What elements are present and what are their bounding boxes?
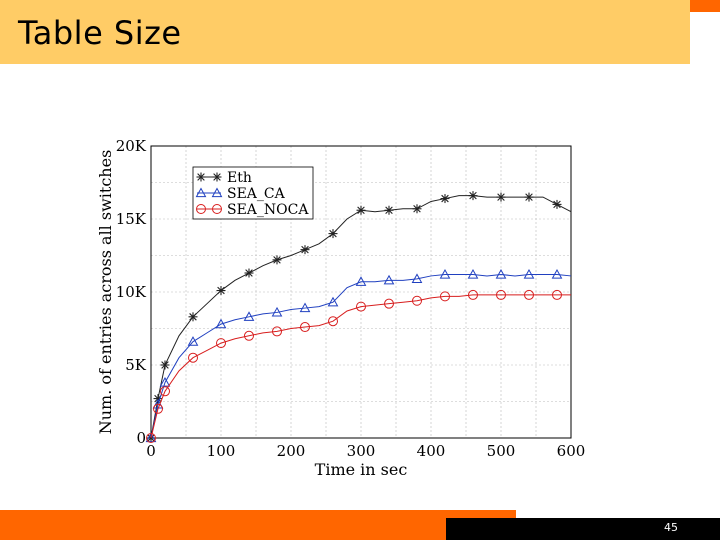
data-point [384, 298, 394, 309]
data-point [160, 386, 170, 397]
data-point [160, 360, 170, 370]
y-tick-label: 15K [116, 210, 147, 228]
data-point [216, 338, 226, 349]
data-point [440, 194, 450, 204]
data-point [384, 205, 394, 215]
data-point [300, 322, 310, 333]
series-group [145, 191, 572, 443]
series-eth [146, 191, 572, 443]
data-point [215, 318, 227, 329]
x-tick-label: 500 [487, 442, 516, 460]
data-point [327, 296, 339, 307]
data-point [468, 191, 478, 201]
legend-label: SEA_CA [227, 186, 286, 202]
line-chart: 0 100 200 300 400 500 600 0 5K 10K 15K 20K EthSEA_C… [96, 137, 586, 479]
data-point [243, 311, 255, 321]
data-point [383, 274, 395, 285]
data-point [271, 306, 283, 317]
page-number: 45 [664, 521, 678, 534]
data-point [146, 433, 156, 443]
data-point [300, 245, 310, 255]
data-point [355, 276, 367, 286]
data-point [188, 312, 198, 322]
data-point [244, 268, 254, 278]
data-point [468, 289, 478, 300]
y-tick-label: 20K [116, 137, 147, 155]
data-point [524, 289, 534, 300]
data-point [440, 291, 450, 302]
data-point [216, 286, 226, 296]
y-tick-label: 10K [116, 283, 147, 301]
y-axis-label: Num. of entries across all switches [96, 150, 115, 435]
x-tick-label: 0 [146, 442, 156, 460]
data-point [523, 268, 535, 279]
x-tick-label: 400 [417, 442, 446, 460]
data-point [188, 352, 198, 363]
data-point [356, 205, 366, 215]
data-point [195, 187, 207, 198]
data-point [244, 330, 254, 341]
footer-bar [446, 518, 720, 540]
data-point [496, 192, 506, 202]
data-point [467, 268, 479, 279]
data-point [496, 289, 506, 300]
data-point [412, 295, 422, 306]
legend-label: Eth [227, 170, 252, 186]
data-point [159, 376, 171, 387]
data-point [153, 403, 163, 414]
data-point [551, 268, 563, 279]
data-point [439, 268, 451, 279]
data-point [411, 273, 423, 283]
x-tick-label: 100 [207, 442, 236, 460]
bottom-accent-bar-lower [0, 524, 446, 540]
slide-title: Table Size [18, 14, 182, 52]
legend-label: SEA_NOCA [227, 202, 309, 218]
data-point [299, 302, 311, 313]
bottom-accent-bar [0, 510, 516, 524]
plot-frame [150, 145, 572, 439]
x-tick-label: 600 [557, 442, 586, 460]
series-line [150, 294, 571, 439]
x-tick-label: 300 [347, 442, 376, 460]
data-point [552, 289, 562, 300]
data-point [495, 268, 507, 279]
series-sea-noca [146, 289, 571, 443]
data-point [524, 192, 534, 202]
x-axis-label: Time in sec [315, 460, 408, 479]
data-point [212, 204, 222, 214]
axis-ticks: 0 100 200 300 400 500 600 0 5K 10K 15K 20K [116, 137, 586, 460]
title-banner: Table Size [0, 0, 690, 64]
data-point [272, 255, 282, 265]
data-point [272, 326, 282, 337]
data-point [212, 172, 222, 182]
data-point [211, 187, 223, 198]
data-point [356, 301, 366, 312]
data-point [187, 336, 199, 346]
data-point [552, 199, 562, 209]
data-point [196, 204, 206, 214]
data-point [328, 229, 338, 239]
data-point [145, 432, 157, 443]
data-point [328, 316, 338, 327]
y-tick-label: 0 [136, 429, 146, 447]
y-tick-label: 5K [125, 356, 147, 374]
series-sea-ca [145, 268, 572, 443]
data-point [196, 172, 206, 182]
x-tick-label: 200 [277, 442, 306, 460]
data-point [412, 204, 422, 214]
